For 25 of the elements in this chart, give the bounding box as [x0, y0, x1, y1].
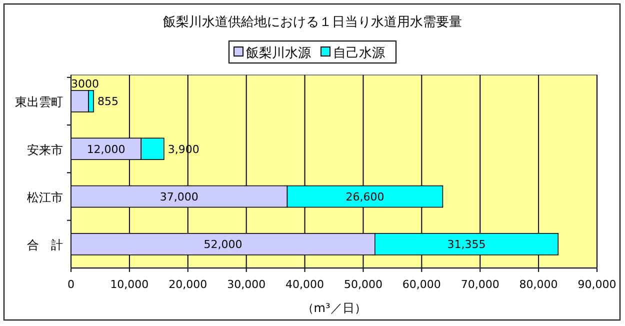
x-tick-label: 20,000	[168, 278, 208, 291]
legend-label: 自己水源	[333, 46, 385, 61]
chart-title: 飯梨川水道供給地における１日当り水道用水需要量	[163, 15, 462, 30]
data-label: 31,355	[447, 238, 486, 252]
data-label: 855	[98, 95, 119, 108]
x-tick-label: 70,000	[460, 278, 500, 291]
data-label: 26,600	[346, 190, 384, 204]
x-tick-label: 50,000	[344, 278, 382, 291]
x-tick-label: 40,000	[286, 278, 324, 291]
legend-label: 飯梨川水源	[246, 46, 311, 61]
x-tick-label: 60,000	[402, 278, 441, 291]
data-label: 12,000	[86, 142, 126, 156]
y-tick-label: 東出雲町	[15, 95, 63, 110]
x-tick-label: 10,000	[110, 278, 149, 291]
x-tick-label: 0	[68, 278, 74, 291]
y-tick-label: 松江市	[27, 190, 63, 205]
y-tick-label: 合 計	[27, 238, 63, 252]
x-tick-label: 90,000	[578, 278, 616, 291]
data-label: 3000	[71, 77, 99, 90]
y-tick-label: 安来市	[27, 142, 63, 157]
data-label: 52,000	[204, 238, 242, 252]
data-label: 37,000	[160, 190, 198, 204]
x-tick-label: 30,000	[227, 278, 266, 291]
x-tick-label: 80,000	[519, 278, 558, 291]
x-axis-title: （m³／日）	[302, 301, 366, 315]
